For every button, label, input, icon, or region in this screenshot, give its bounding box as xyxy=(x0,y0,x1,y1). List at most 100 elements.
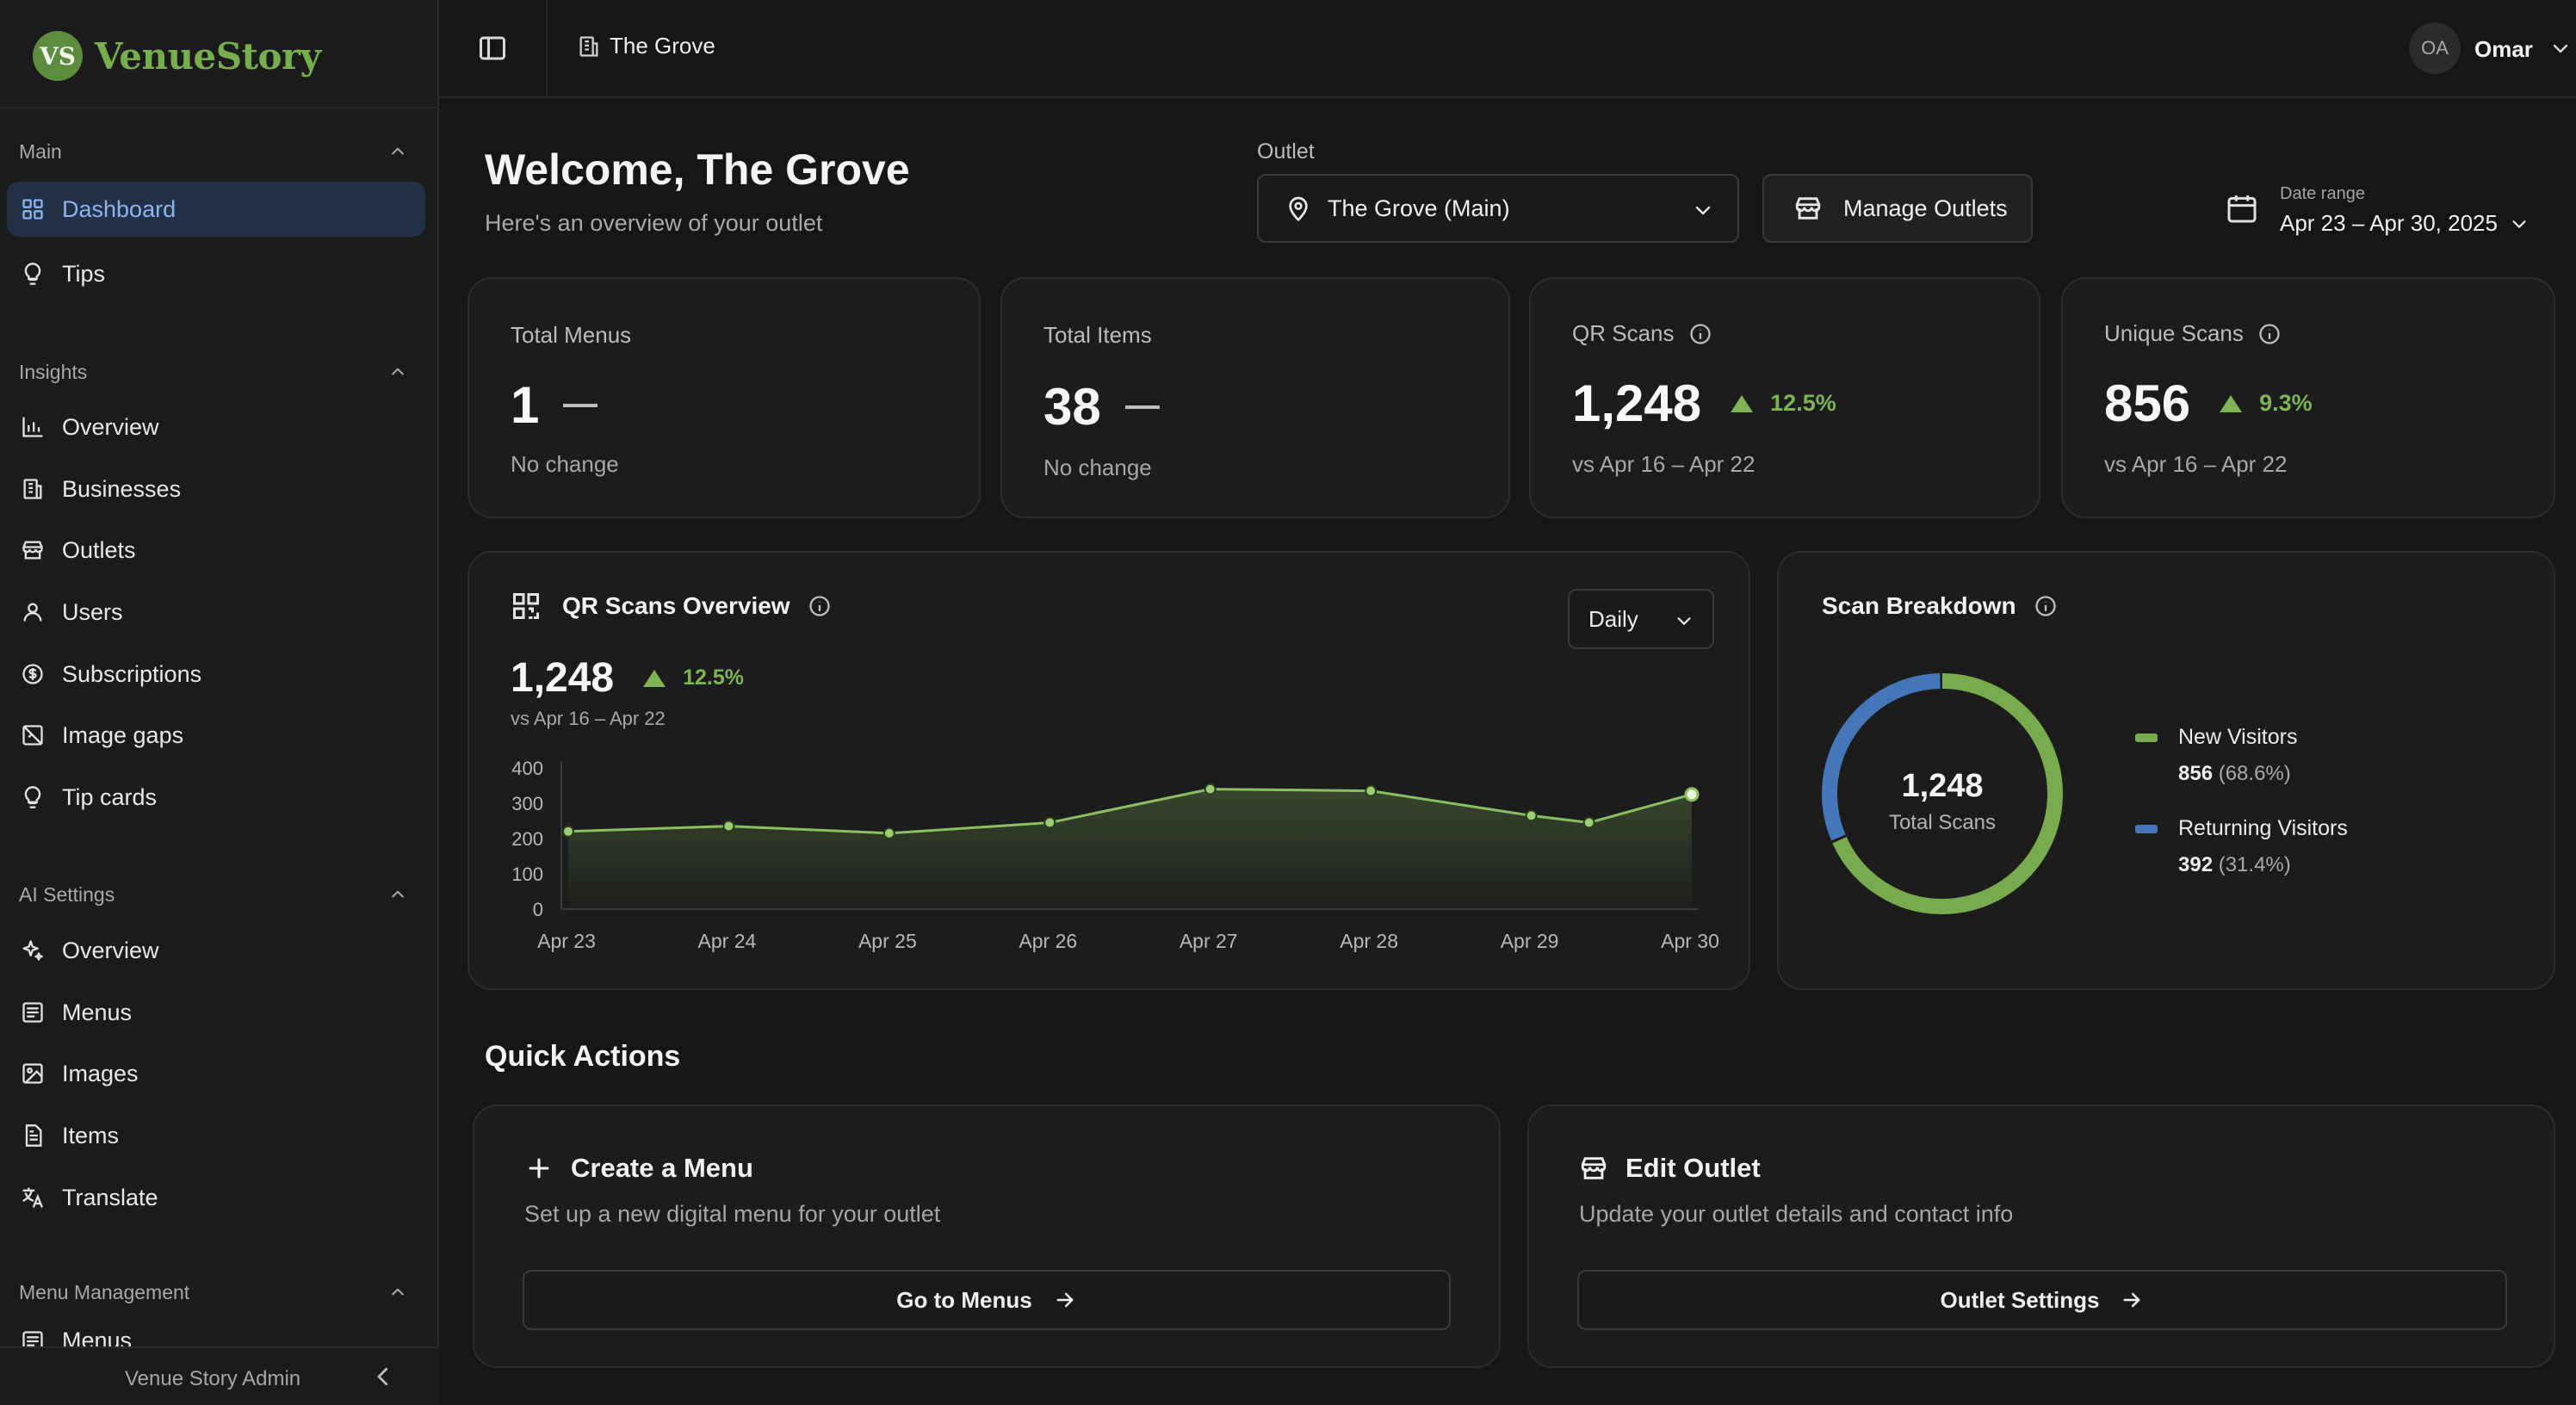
area-fill xyxy=(568,789,1692,909)
sidebar-item-image-gaps[interactable]: Image gaps xyxy=(7,708,425,763)
period-select[interactable]: Daily xyxy=(1568,589,1714,649)
plus-icon xyxy=(529,1158,549,1179)
section-header-insights[interactable]: Insights xyxy=(19,355,406,389)
grid-icon xyxy=(19,195,46,223)
section-header-ai-settings[interactable]: AI Settings xyxy=(19,877,406,912)
stat-card-total-items: Total Items 38 No change xyxy=(1000,277,1510,518)
data-point[interactable] xyxy=(1043,816,1056,829)
data-point[interactable] xyxy=(562,825,574,838)
lightbulb-icon xyxy=(19,260,46,288)
qr-code-icon xyxy=(513,593,539,619)
data-point[interactable] xyxy=(1582,816,1595,829)
sidebar-item-businesses[interactable]: Businesses xyxy=(7,461,425,517)
stat-label: Unique Scans xyxy=(2104,320,2282,347)
button-label: Go to Menus xyxy=(896,1286,1032,1313)
store-icon xyxy=(19,536,46,564)
data-point[interactable] xyxy=(1684,787,1700,802)
sidebar-item-insights-overview[interactable]: Overview xyxy=(7,399,425,455)
legend-count: 392 xyxy=(2178,853,2214,876)
x-tick-label: Apr 24 xyxy=(698,930,757,952)
section-header-menu-management[interactable]: Menu Management xyxy=(19,1275,406,1309)
legend-count: 856 xyxy=(2178,762,2214,785)
stat-label: Total Items xyxy=(1043,322,1152,348)
data-point[interactable] xyxy=(1365,784,1378,797)
info-icon[interactable] xyxy=(2257,322,2282,346)
trend-badge: 9.3% xyxy=(2220,390,2313,417)
calendar-icon[interactable] xyxy=(2225,191,2259,226)
user-icon xyxy=(19,598,46,626)
date-range-picker[interactable]: Apr 23 – Apr 30, 2025 xyxy=(2280,210,2529,237)
sidebar-item-label: Tip cards xyxy=(62,783,158,810)
sidebar-item-label: Businesses xyxy=(62,475,182,502)
page-subtitle: Here's an overview of your outlet xyxy=(485,210,823,236)
trend-up-icon xyxy=(643,669,666,687)
chevron-down-icon[interactable] xyxy=(2550,38,2571,59)
chevron-left-icon[interactable] xyxy=(370,1364,396,1390)
sidebar-item-users[interactable]: Users xyxy=(7,585,425,640)
outlet-settings-button[interactable]: Outlet Settings xyxy=(1577,1270,2507,1330)
legend-pct: (68.6%) xyxy=(2218,762,2291,785)
chevron-up-icon xyxy=(392,147,404,155)
menu-list-icon xyxy=(19,1328,46,1346)
legend-item-returning-visitors: Returning Visitors 392 (31.4%) xyxy=(2135,816,2348,877)
stat-value: 1,248 12.5% xyxy=(1572,374,1836,433)
sidebar-item-ai-overview[interactable]: Overview xyxy=(7,923,425,978)
info-icon[interactable] xyxy=(1688,322,1712,346)
data-point[interactable] xyxy=(722,820,735,832)
avatar[interactable]: OA xyxy=(2409,22,2461,74)
donut-chart xyxy=(1822,673,2063,914)
x-tick-label: Apr 29 xyxy=(1501,930,1559,952)
legend-pct: (31.4%) xyxy=(2218,853,2291,876)
y-tick-label: 400 xyxy=(511,758,543,779)
sidebar-item-label: Dashboard xyxy=(62,195,176,222)
stat-sub: No change xyxy=(511,451,619,477)
chevron-up-icon xyxy=(392,368,404,375)
x-tick-label: Apr 25 xyxy=(858,930,917,952)
stat-value: 856 9.3% xyxy=(2104,374,2313,433)
sidebar-item-ai-menus[interactable]: Menus xyxy=(7,985,425,1040)
stat-label-text: Unique Scans xyxy=(2104,320,2244,346)
topbar: The Grove OA Omar xyxy=(439,0,2576,98)
manage-outlets-button[interactable]: Manage Outlets xyxy=(1762,174,2033,243)
image-off-icon xyxy=(19,721,46,749)
quick-action-title: Create a Menu xyxy=(524,1153,753,1184)
sidebar-item-images[interactable]: Images xyxy=(7,1046,425,1101)
data-point[interactable] xyxy=(1204,783,1217,795)
info-icon[interactable] xyxy=(2034,594,2058,618)
sidebar-item-dashboard[interactable]: Dashboard xyxy=(7,182,425,237)
donut-segment-returning-visitors[interactable] xyxy=(1822,673,2063,914)
x-tick-label: Apr 27 xyxy=(1180,930,1238,952)
stat-card-total-menus: Total Menus 1 No change xyxy=(468,277,981,518)
data-point[interactable] xyxy=(882,826,895,839)
sidebar-item-items[interactable]: Items xyxy=(7,1108,425,1163)
sidebar-toggle-icon[interactable] xyxy=(477,33,508,64)
legend-label: New Visitors xyxy=(2178,725,2298,749)
info-icon[interactable] xyxy=(808,594,832,618)
outlet-select[interactable]: The Grove (Main) xyxy=(1257,174,1739,243)
logo[interactable]: VS VenueStory xyxy=(33,29,321,83)
sidebar-item-label: Users xyxy=(62,598,123,625)
donut-segment-new-visitors[interactable] xyxy=(1822,673,2063,914)
trend-value: 12.5% xyxy=(683,665,745,690)
sidebar-item-menu-management-menus[interactable]: Menus xyxy=(7,1315,425,1346)
store-icon xyxy=(1795,197,1821,220)
x-tick-label: Apr 28 xyxy=(1340,930,1398,952)
y-tick-label: 200 xyxy=(511,828,543,850)
breadcrumb[interactable]: The Grove xyxy=(577,33,715,59)
x-tick-label: Apr 26 xyxy=(1019,930,1077,952)
sidebar-item-subscriptions[interactable]: Subscriptions xyxy=(7,647,425,702)
sidebar-item-outlets[interactable]: Outlets xyxy=(7,523,425,578)
sidebar-item-translate[interactable]: Translate xyxy=(7,1170,425,1225)
sidebar-item-tip-cards[interactable]: Tip cards xyxy=(7,770,425,825)
chevron-up-icon xyxy=(392,1288,404,1296)
quick-action-create-menu: Create a Menu Set up a new digital menu … xyxy=(473,1105,1501,1368)
sidebar-item-label: Items xyxy=(62,1122,120,1148)
section-header-main[interactable]: Main xyxy=(19,134,406,169)
sidebar-item-tips[interactable]: Tips xyxy=(7,246,425,301)
user-name[interactable]: Omar xyxy=(2474,36,2533,62)
divider xyxy=(546,0,548,96)
divider xyxy=(0,107,439,108)
data-point[interactable] xyxy=(1525,809,1538,822)
go-to-menus-button[interactable]: Go to Menus xyxy=(523,1270,1451,1330)
chevron-down-icon xyxy=(1677,617,1691,625)
